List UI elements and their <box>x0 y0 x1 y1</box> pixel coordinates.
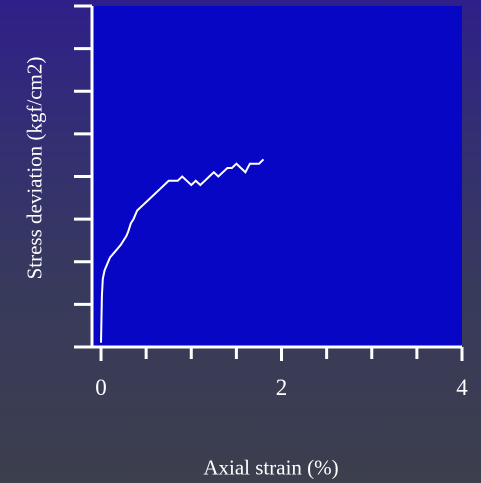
plot-background <box>92 6 462 347</box>
plot-series-group <box>100 158 265 343</box>
y-axis-label: Stress deviation (kgf/cm2) <box>22 56 47 280</box>
axes-group <box>74 4 464 361</box>
x-tick-label-0: 0 <box>95 375 107 400</box>
x-tick-label-1: 2 <box>275 375 288 400</box>
series-line <box>100 158 265 343</box>
x-axis-label: Axial strain (%) <box>203 455 339 480</box>
x-tick-label-2: 4 <box>456 375 468 400</box>
